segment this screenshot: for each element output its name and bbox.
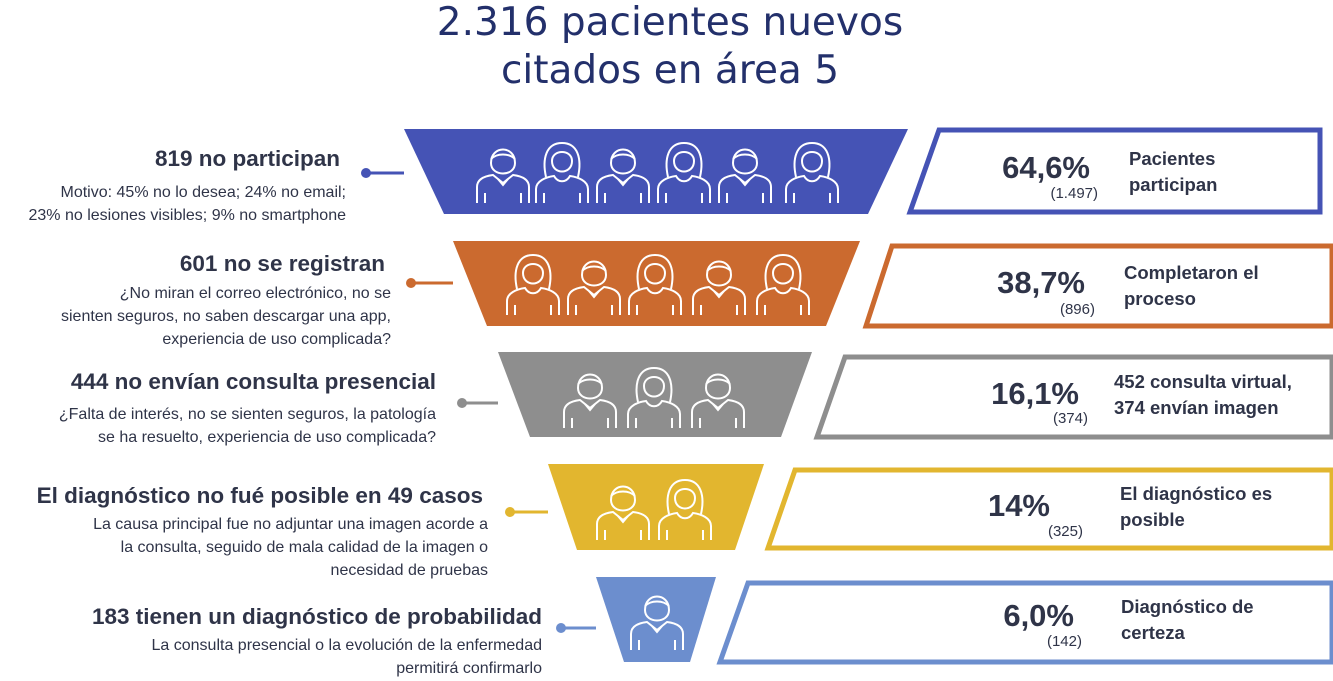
box-label-line: proceso: [1124, 287, 1196, 309]
stage-1-description: Motivo: 45% no lo desea; 24% no email; 2…: [28, 181, 346, 227]
stage-3-description: ¿Falta de interés, no se sienten seguros…: [59, 403, 436, 449]
stage-1-box-label: Pacientes participan: [1129, 146, 1217, 198]
connector-dot-1: [361, 168, 371, 178]
stage-4-desc-line: La causa principal fue no adjuntar una i…: [93, 516, 488, 533]
connector-dot-5: [556, 623, 566, 633]
stage-2-description: ¿No miran el correo electrónico, no se s…: [61, 282, 391, 352]
box-label-line: participan: [1129, 173, 1218, 195]
stage-2-title: 601 no se registran: [179, 251, 385, 276]
funnel-level-4: [548, 464, 764, 550]
result-box-4: [764, 467, 1333, 551]
box-label-line: El diagnóstico es: [1120, 483, 1273, 504]
box-label-line: Pacientes: [1129, 148, 1216, 169]
box-label-line: 374 envían imagen: [1114, 396, 1279, 418]
box-label-line: 452 consulta virtual,: [1114, 371, 1292, 392]
stage-2-annotation: 601 no se registran: [180, 250, 385, 277]
connector-dot-2: [406, 278, 416, 288]
stage-1-desc-line: Motivo: 45% no lo desea; 24% no email;: [60, 184, 347, 201]
box-label-line: Diagnóstico de: [1121, 596, 1254, 617]
stage-5-annotation: 183 tienen un diagnóstico de probabilida…: [92, 603, 542, 630]
stage-4-desc-line: la consulta, seguido de mala calidad de …: [120, 539, 488, 557]
stage-5-title: 183 tienen un diagnóstico de probabilida…: [91, 604, 542, 629]
stage-2-percent: 38,7%: [997, 265, 1085, 300]
stage-1-percent: 64,6%: [1002, 150, 1090, 185]
funnel-level-1: [404, 129, 908, 214]
funnel-level-3: [498, 352, 812, 437]
stage-2-desc-line: ¿No miran el correo electrónico, no se: [119, 285, 391, 302]
stage-2-box-label: Completaron el proceso: [1124, 260, 1259, 312]
stage-1-title: 819 no participan: [154, 146, 340, 171]
stage-4-box-label: El diagnóstico es posible: [1120, 481, 1272, 533]
stage-4-annotation: El diagnóstico no fué posible en 49 caso…: [37, 482, 483, 509]
stage-5-description: La consulta presencial o la evolución de…: [152, 634, 542, 680]
stage-1-count: (1.497): [1050, 185, 1098, 202]
stage-5-desc-line: permitirá confirmarlo: [396, 660, 542, 678]
stage-4-title: El diagnóstico no fué posible en 49 caso…: [36, 483, 483, 508]
stage-3-annotation: 444 no envían consulta presencial: [71, 368, 436, 395]
result-box-2: [862, 243, 1333, 329]
result-box-1: [906, 127, 1323, 215]
stage-2-desc-line: sienten seguros, no saben descargar una …: [60, 308, 391, 326]
stage-3-title: 444 no envían consulta presencial: [70, 369, 436, 394]
stage-2-desc-line: experiencia de uso complicada?: [162, 331, 391, 349]
connector-dot-4: [505, 507, 515, 517]
stage-3-box-label: 452 consulta virtual, 374 envían imagen: [1114, 369, 1292, 421]
stage-3-count: (374): [1052, 410, 1088, 427]
stage-5-count: (142): [1046, 633, 1082, 650]
stage-4-desc-line: necesidad de pruebas: [330, 562, 488, 580]
stage-5-desc-line: La consulta presencial o la evolución de…: [151, 637, 542, 654]
connector-dot-3: [457, 398, 467, 408]
box-label-line: certeza: [1121, 621, 1185, 643]
result-box-3: [813, 354, 1333, 440]
page-title-line1: 2.316 pacientes nuevos: [436, 0, 904, 45]
stage-4-percent: 14%: [987, 488, 1050, 523]
box-label-line: posible: [1120, 508, 1185, 530]
stage-5-box-label: Diagnóstico de certeza: [1121, 594, 1254, 646]
stage-5-percent: 6,0%: [1003, 598, 1074, 633]
stage-3-desc-line: ¿Falta de interés, no se sienten seguros…: [58, 406, 436, 423]
page-title-line2: citados en área 5: [500, 48, 840, 93]
stage-1-annotation: 819 no participan: [155, 145, 340, 172]
stage-4-count: (325): [1047, 523, 1083, 540]
stage-3-percent: 16,1%: [991, 376, 1079, 411]
box-label-line: Completaron el: [1124, 262, 1259, 283]
result-box-5: [716, 580, 1333, 665]
stage-4-description: La causa principal fue no adjuntar una i…: [93, 513, 488, 583]
stage-2-count: (896): [1059, 301, 1095, 318]
stage-1-desc-line: 23% no lesiones visibles; 9% no smartpho…: [28, 207, 346, 225]
stage-3-desc-line: se ha resuelto, experiencia de uso compl…: [98, 429, 436, 447]
